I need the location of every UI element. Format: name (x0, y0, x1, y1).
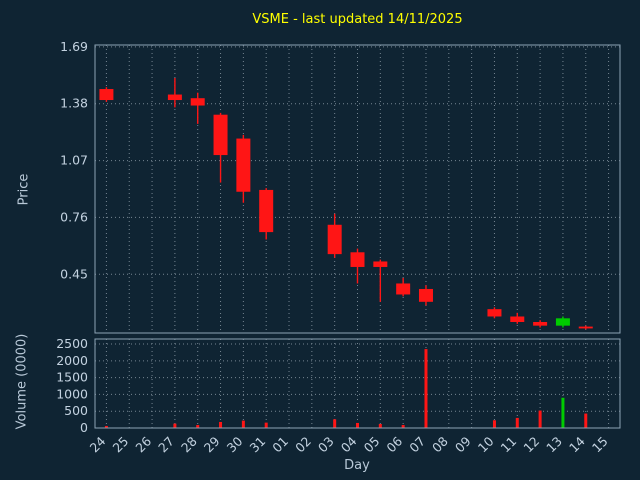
x-tick-labels: 24 25 26 27 28 29 30 31 01 02 03 04 05 06 07 08 09 10 11 12… (87, 433, 611, 455)
volume-bar (219, 421, 223, 428)
volume-bar (196, 424, 200, 428)
svg-text:1.38: 1.38 (60, 96, 88, 111)
svg-text:0.76: 0.76 (60, 209, 88, 224)
volume-bar (378, 423, 382, 428)
candle-body (99, 89, 114, 101)
candle-body (510, 316, 525, 322)
volume-bar (401, 424, 405, 428)
svg-text:500: 500 (64, 403, 88, 418)
volume-bar (333, 419, 337, 428)
volume-bar (264, 422, 268, 428)
gridlines (95, 45, 620, 429)
candle-body (213, 114, 228, 156)
volume-bar (515, 417, 519, 428)
candle-body (236, 138, 251, 192)
volume-bar (104, 425, 108, 428)
panel-borders (94, 44, 621, 429)
svg-text:0: 0 (80, 420, 88, 435)
volume-panel-border (94, 338, 621, 429)
candle-body (578, 326, 593, 329)
volume-bar (356, 422, 359, 428)
candle-body (487, 309, 502, 317)
price-panel-border (94, 44, 621, 334)
volume-bar (584, 413, 588, 428)
svg-text:1.07: 1.07 (60, 153, 88, 168)
volume-bar (561, 397, 565, 428)
candle-body (533, 321, 548, 326)
day-axis-title: Day (344, 458, 370, 473)
svg-text:1.69: 1.69 (60, 39, 88, 54)
volume-bar (538, 410, 542, 428)
candle-body (327, 224, 342, 255)
price-axis-title: Price (16, 173, 32, 206)
candles (99, 78, 593, 330)
volume-bars (104, 349, 588, 428)
svg-text:2000: 2000 (56, 353, 88, 368)
candle-body (259, 189, 274, 233)
svg-text:2500: 2500 (56, 336, 88, 351)
svg-text:0.45: 0.45 (60, 266, 88, 281)
price-tick-labels: 1.69 1.38 1.07 0.76 0.45 (60, 39, 88, 281)
svg-text:1000: 1000 (56, 386, 88, 401)
candle-body (350, 252, 365, 267)
candle-body (396, 283, 411, 295)
candle-body (418, 288, 433, 302)
candle-body (190, 98, 205, 106)
volume-axis-title: Volume (0000) (14, 333, 30, 430)
volume-bar (173, 423, 177, 428)
candle-body (555, 318, 570, 326)
volume-bar (492, 420, 496, 428)
candle-body (373, 261, 388, 267)
candle-body (167, 94, 182, 101)
volume-bar (424, 349, 428, 428)
volume-bar (241, 420, 245, 428)
svg-text:1500: 1500 (56, 370, 88, 385)
chart-title: VSME - last updated 14/11/2025 (252, 12, 463, 27)
